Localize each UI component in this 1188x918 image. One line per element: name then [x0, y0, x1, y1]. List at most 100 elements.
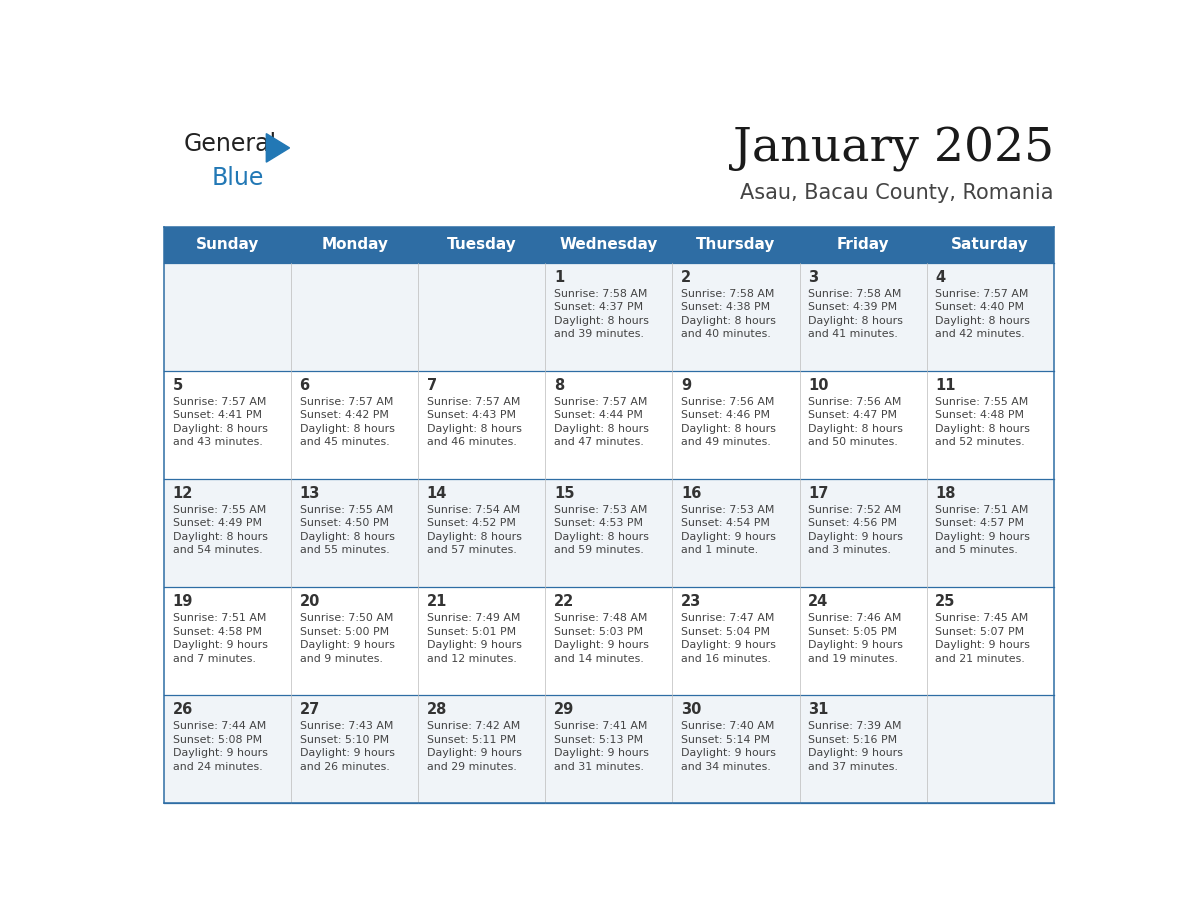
- Text: Daylight: 9 hours: Daylight: 9 hours: [808, 640, 903, 650]
- Text: 9: 9: [681, 377, 691, 393]
- Text: Sunset: 5:16 PM: Sunset: 5:16 PM: [808, 734, 897, 744]
- Text: 29: 29: [554, 702, 574, 717]
- Text: Sunset: 4:54 PM: Sunset: 4:54 PM: [681, 519, 770, 529]
- Text: 14: 14: [426, 486, 447, 500]
- Text: Sunrise: 7:54 AM: Sunrise: 7:54 AM: [426, 505, 520, 515]
- Text: Sunset: 5:05 PM: Sunset: 5:05 PM: [808, 627, 897, 636]
- Text: Sunset: 4:46 PM: Sunset: 4:46 PM: [681, 410, 770, 420]
- Text: Daylight: 9 hours: Daylight: 9 hours: [681, 532, 776, 542]
- Text: 8: 8: [554, 377, 564, 393]
- Text: Sunset: 5:11 PM: Sunset: 5:11 PM: [426, 734, 516, 744]
- Text: Sunset: 5:00 PM: Sunset: 5:00 PM: [299, 627, 388, 636]
- Text: Daylight: 8 hours: Daylight: 8 hours: [426, 424, 522, 434]
- Text: Sunset: 5:04 PM: Sunset: 5:04 PM: [681, 627, 770, 636]
- Text: and 29 minutes.: and 29 minutes.: [426, 762, 517, 772]
- Text: Sunset: 4:40 PM: Sunset: 4:40 PM: [935, 302, 1024, 312]
- Text: 25: 25: [935, 594, 955, 609]
- Text: Sunset: 4:41 PM: Sunset: 4:41 PM: [172, 410, 261, 420]
- Text: Sunrise: 7:48 AM: Sunrise: 7:48 AM: [554, 613, 647, 623]
- Text: and 26 minutes.: and 26 minutes.: [299, 762, 390, 772]
- Text: Daylight: 8 hours: Daylight: 8 hours: [554, 424, 649, 434]
- Text: Sunrise: 7:52 AM: Sunrise: 7:52 AM: [808, 505, 902, 515]
- Text: Sunrise: 7:53 AM: Sunrise: 7:53 AM: [554, 505, 647, 515]
- Text: 27: 27: [299, 702, 320, 717]
- Text: Sunset: 4:50 PM: Sunset: 4:50 PM: [299, 519, 388, 529]
- Text: Daylight: 9 hours: Daylight: 9 hours: [426, 748, 522, 758]
- Text: and 49 minutes.: and 49 minutes.: [681, 437, 771, 447]
- Text: Daylight: 9 hours: Daylight: 9 hours: [299, 640, 394, 650]
- Text: 17: 17: [808, 486, 828, 500]
- Text: Daylight: 8 hours: Daylight: 8 hours: [808, 316, 903, 326]
- Text: 26: 26: [172, 702, 192, 717]
- Text: and 7 minutes.: and 7 minutes.: [172, 654, 255, 664]
- Text: Sunset: 4:57 PM: Sunset: 4:57 PM: [935, 519, 1024, 529]
- Text: Sunrise: 7:47 AM: Sunrise: 7:47 AM: [681, 613, 775, 623]
- Text: and 59 minutes.: and 59 minutes.: [554, 545, 644, 555]
- Text: and 55 minutes.: and 55 minutes.: [299, 545, 390, 555]
- Text: 7: 7: [426, 377, 437, 393]
- Text: and 5 minutes.: and 5 minutes.: [935, 545, 1018, 555]
- Text: and 31 minutes.: and 31 minutes.: [554, 762, 644, 772]
- Text: Daylight: 8 hours: Daylight: 8 hours: [935, 424, 1030, 434]
- Text: 16: 16: [681, 486, 701, 500]
- Bar: [164, 371, 1054, 479]
- Text: Saturday: Saturday: [952, 238, 1029, 252]
- Text: and 9 minutes.: and 9 minutes.: [299, 654, 383, 664]
- Text: Daylight: 9 hours: Daylight: 9 hours: [172, 748, 267, 758]
- Text: Sunset: 5:14 PM: Sunset: 5:14 PM: [681, 734, 770, 744]
- Text: Sunset: 4:49 PM: Sunset: 4:49 PM: [172, 519, 261, 529]
- Text: Sunset: 4:44 PM: Sunset: 4:44 PM: [554, 410, 643, 420]
- Text: Sunset: 4:42 PM: Sunset: 4:42 PM: [299, 410, 388, 420]
- Text: and 37 minutes.: and 37 minutes.: [808, 762, 898, 772]
- Text: Daylight: 9 hours: Daylight: 9 hours: [554, 748, 649, 758]
- Text: 4: 4: [935, 270, 946, 285]
- Text: Thursday: Thursday: [696, 238, 776, 252]
- Text: and 40 minutes.: and 40 minutes.: [681, 330, 771, 340]
- Text: Daylight: 9 hours: Daylight: 9 hours: [172, 640, 267, 650]
- Text: Sunrise: 7:57 AM: Sunrise: 7:57 AM: [935, 289, 1029, 298]
- Text: Sunday: Sunday: [196, 238, 259, 252]
- Text: 20: 20: [299, 594, 320, 609]
- Text: Sunrise: 7:53 AM: Sunrise: 7:53 AM: [681, 505, 775, 515]
- Text: Blue: Blue: [211, 165, 264, 190]
- Text: Sunrise: 7:58 AM: Sunrise: 7:58 AM: [554, 289, 647, 298]
- Text: Sunrise: 7:57 AM: Sunrise: 7:57 AM: [554, 397, 647, 407]
- Text: Daylight: 9 hours: Daylight: 9 hours: [426, 640, 522, 650]
- Text: and 41 minutes.: and 41 minutes.: [808, 330, 898, 340]
- Text: and 39 minutes.: and 39 minutes.: [554, 330, 644, 340]
- Text: Sunset: 5:13 PM: Sunset: 5:13 PM: [554, 734, 643, 744]
- Text: Tuesday: Tuesday: [447, 238, 517, 252]
- Text: Sunrise: 7:56 AM: Sunrise: 7:56 AM: [681, 397, 775, 407]
- Text: Sunset: 4:47 PM: Sunset: 4:47 PM: [808, 410, 897, 420]
- Text: Sunset: 5:01 PM: Sunset: 5:01 PM: [426, 627, 516, 636]
- Text: January 2025: January 2025: [733, 127, 1054, 173]
- Text: Daylight: 8 hours: Daylight: 8 hours: [299, 532, 394, 542]
- Text: Sunrise: 7:55 AM: Sunrise: 7:55 AM: [299, 505, 393, 515]
- Text: Daylight: 8 hours: Daylight: 8 hours: [935, 316, 1030, 326]
- Bar: [164, 227, 1054, 263]
- Text: 24: 24: [808, 594, 828, 609]
- Text: General: General: [183, 131, 277, 156]
- Text: Daylight: 8 hours: Daylight: 8 hours: [554, 316, 649, 326]
- Text: Sunset: 4:38 PM: Sunset: 4:38 PM: [681, 302, 770, 312]
- Text: 3: 3: [808, 270, 819, 285]
- Text: Sunrise: 7:55 AM: Sunrise: 7:55 AM: [935, 397, 1029, 407]
- Text: Sunset: 4:53 PM: Sunset: 4:53 PM: [554, 519, 643, 529]
- Polygon shape: [266, 134, 290, 162]
- Text: 31: 31: [808, 702, 828, 717]
- Text: Sunrise: 7:51 AM: Sunrise: 7:51 AM: [935, 505, 1029, 515]
- Text: and 16 minutes.: and 16 minutes.: [681, 654, 771, 664]
- Text: Daylight: 9 hours: Daylight: 9 hours: [935, 640, 1030, 650]
- Text: Daylight: 9 hours: Daylight: 9 hours: [808, 532, 903, 542]
- Text: Daylight: 8 hours: Daylight: 8 hours: [299, 424, 394, 434]
- Text: and 52 minutes.: and 52 minutes.: [935, 437, 1025, 447]
- Text: and 21 minutes.: and 21 minutes.: [935, 654, 1025, 664]
- Text: Sunrise: 7:50 AM: Sunrise: 7:50 AM: [299, 613, 393, 623]
- Text: 1: 1: [554, 270, 564, 285]
- Text: 10: 10: [808, 377, 828, 393]
- Text: Sunset: 4:56 PM: Sunset: 4:56 PM: [808, 519, 897, 529]
- Text: Sunrise: 7:43 AM: Sunrise: 7:43 AM: [299, 722, 393, 732]
- Text: and 54 minutes.: and 54 minutes.: [172, 545, 263, 555]
- Text: 5: 5: [172, 377, 183, 393]
- Text: Sunrise: 7:39 AM: Sunrise: 7:39 AM: [808, 722, 902, 732]
